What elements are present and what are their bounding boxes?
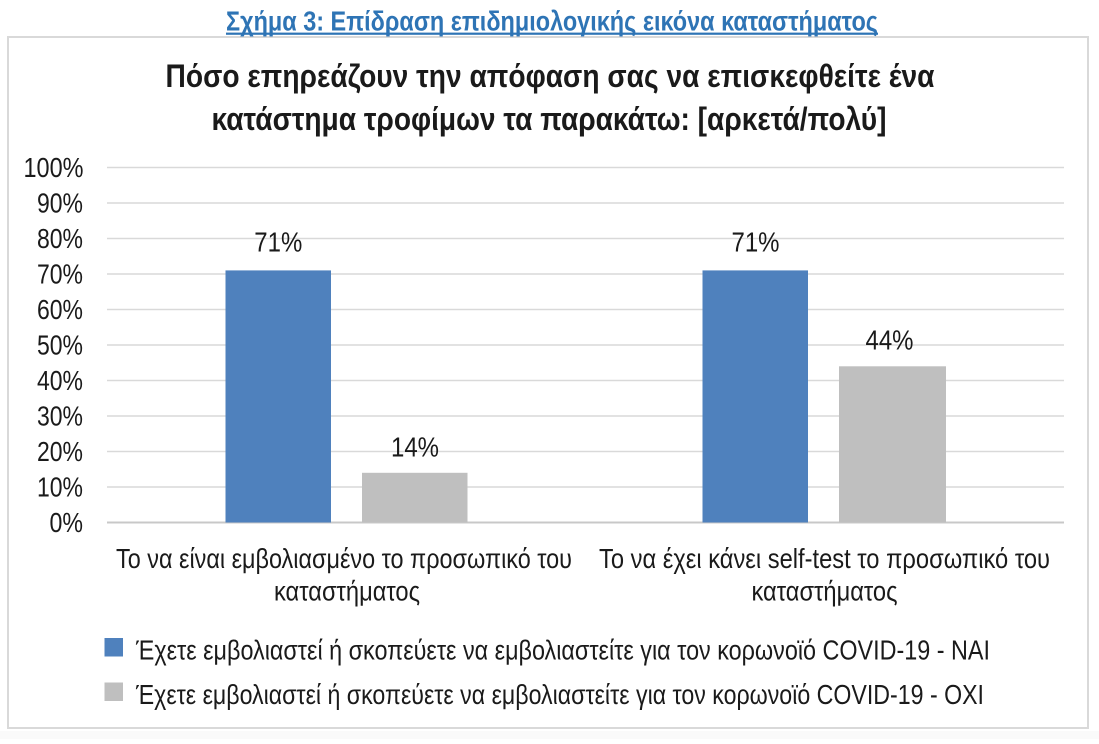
svg-text:90%: 90% — [37, 188, 83, 219]
svg-text:Πόσο επηρεάζουν την απόφαση σα: Πόσο επηρεάζουν την απόφαση σας να επισκ… — [166, 58, 935, 94]
svg-text:71%: 71% — [254, 227, 302, 258]
svg-text:20%: 20% — [37, 436, 83, 467]
svg-text:καταστήματος: καταστήματος — [274, 576, 420, 607]
svg-text:καταστήματος: καταστήματος — [752, 576, 898, 607]
svg-text:30%: 30% — [37, 401, 83, 432]
svg-text:Σχήμα 3: Επίδραση επιδημιολογι: Σχήμα 3: Επίδραση επιδημιολογικής εικόνα… — [226, 6, 878, 37]
svg-text:70%: 70% — [37, 259, 83, 290]
svg-text:0%: 0% — [50, 507, 84, 538]
svg-text:71%: 71% — [732, 227, 780, 258]
svg-text:Το να είναι εμβολιασμένο το πρ: Το να είναι εμβολιασμένο το προσωπικό το… — [116, 543, 572, 574]
svg-text:60%: 60% — [37, 294, 83, 325]
svg-text:40%: 40% — [37, 365, 83, 396]
svg-text:Έχετε εμβολιαστεί ή σκοπεύετε: Έχετε εμβολιαστεί ή σκοπεύετε να εμβολια… — [135, 635, 990, 666]
svg-text:44%: 44% — [866, 325, 914, 356]
svg-text:Έχετε εμβολιαστεί ή σκοπεύετε: Έχετε εμβολιαστεί ή σκοπεύετε να εμβολια… — [135, 679, 984, 710]
svg-text:100%: 100% — [24, 152, 84, 183]
svg-text:14%: 14% — [391, 432, 439, 463]
svg-text:κατάστημα τροφίμων τα παρακάτω: κατάστημα τροφίμων τα παρακάτω: [αρκετά/… — [212, 101, 887, 137]
svg-text:Το να έχει κάνει self-test το: Το να έχει κάνει self-test το προσωπικό … — [599, 543, 1050, 574]
svg-text:80%: 80% — [37, 223, 83, 254]
svg-text:10%: 10% — [37, 472, 83, 503]
svg-text:50%: 50% — [37, 330, 83, 361]
